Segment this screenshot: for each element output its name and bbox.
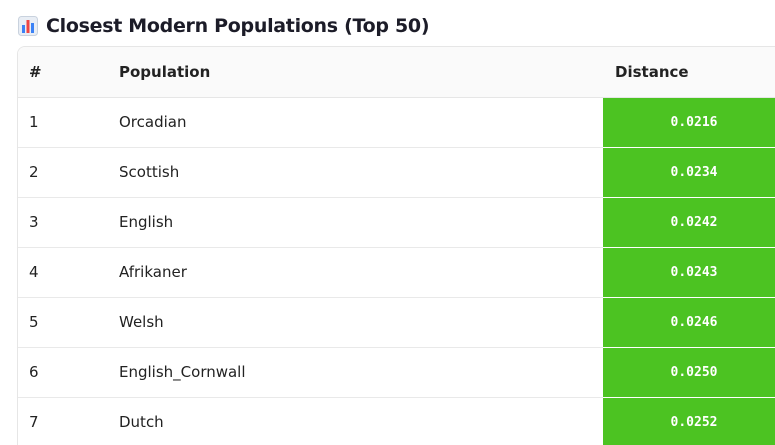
rank-cell: 7	[18, 397, 103, 445]
population-cell: Orcadian	[103, 97, 603, 148]
population-cell: Welsh	[103, 297, 603, 348]
population-cell: English_Cornwall	[103, 347, 603, 398]
table-row: 4 Afrikaner 0.0243	[18, 247, 775, 298]
column-header: Population	[103, 47, 603, 98]
results-table: # Population Distance 1 Orcadian 0.0216 2 Scot…	[18, 47, 775, 445]
header-row: # Population Distance	[18, 47, 775, 98]
table-row: 5 Welsh 0.0246	[18, 297, 775, 348]
rank-cell: 3	[18, 197, 103, 248]
chart-icon	[18, 16, 38, 36]
distance-cell: 0.0243	[603, 247, 775, 298]
section-title: Closest Modern Populations (Top 50)	[46, 15, 430, 37]
distance-cell: 0.0242	[603, 197, 775, 248]
distance-cell: 0.0234	[603, 147, 775, 198]
distance-cell: 0.0252	[603, 397, 775, 445]
column-header: #	[18, 47, 103, 98]
distance-cell: 0.0250	[603, 347, 775, 398]
table-row: 1 Orcadian 0.0216	[18, 97, 775, 148]
section-header: Closest Modern Populations (Top 50)	[18, 12, 430, 40]
population-cell: English	[103, 197, 603, 248]
rank-cell: 5	[18, 297, 103, 348]
table-row: 3 English 0.0242	[18, 197, 775, 248]
table-row: 6 English_Cornwall 0.0250	[18, 347, 775, 398]
rank-cell: 2	[18, 147, 103, 198]
distance-cell: 0.0246	[603, 297, 775, 348]
rank-cell: 1	[18, 97, 103, 148]
population-cell: Scottish	[103, 147, 603, 198]
table-container: # Population Distance 1 Orcadian 0.0216 2 Scot…	[17, 46, 775, 445]
rank-cell: 4	[18, 247, 103, 298]
distance-cell: 0.0216	[603, 97, 775, 148]
population-cell: Dutch	[103, 397, 603, 445]
table-row: 7 Dutch 0.0252	[18, 397, 775, 445]
population-cell: Afrikaner	[103, 247, 603, 298]
rank-cell: 6	[18, 347, 103, 398]
column-header: Distance	[603, 47, 775, 98]
table-row: 2 Scottish 0.0234	[18, 147, 775, 198]
table-body: 1 Orcadian 0.0216 2 Scottish 0.0234 3 English 0.…	[18, 97, 775, 445]
